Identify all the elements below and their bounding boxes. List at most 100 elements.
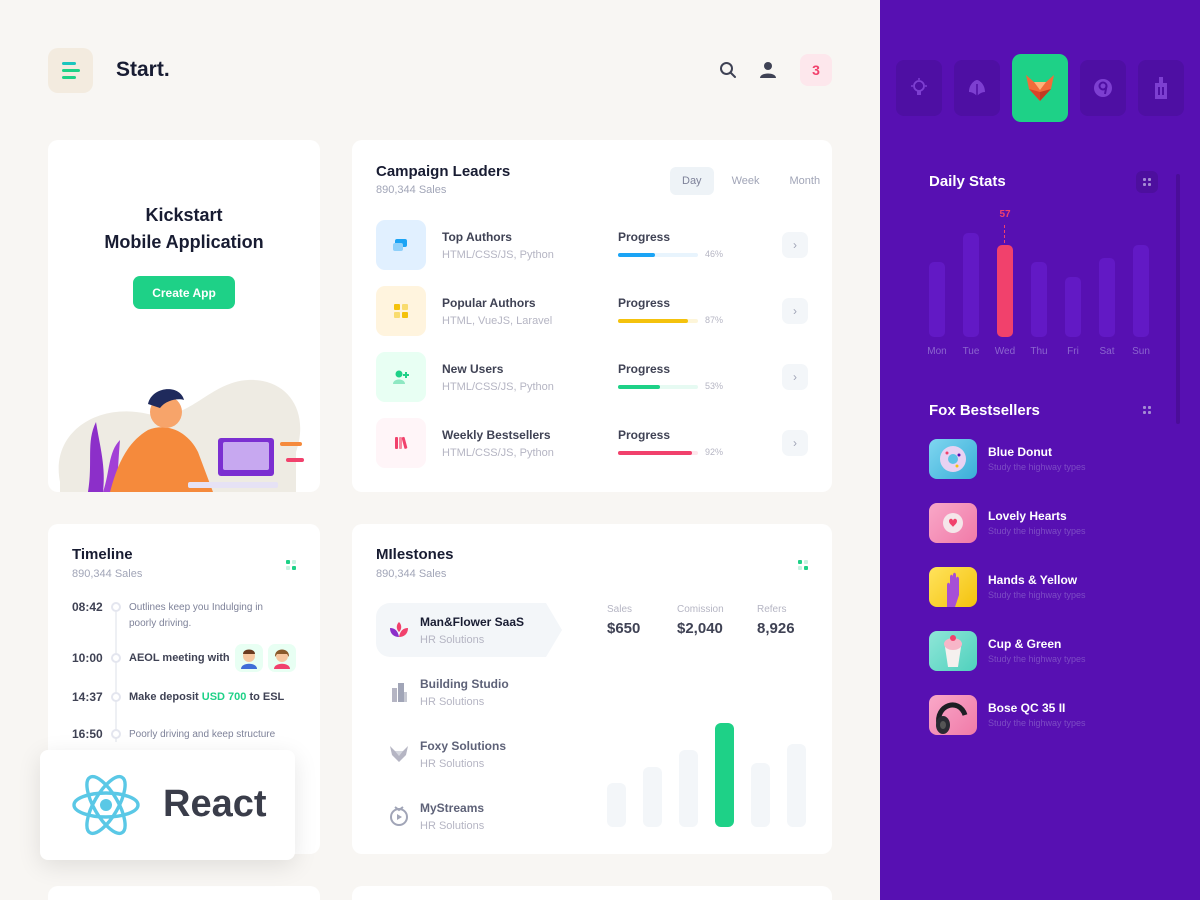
flower-icon xyxy=(388,619,410,641)
progress-bar xyxy=(618,253,698,257)
progress-percent: 92% xyxy=(705,447,724,457)
progress-label: Progress xyxy=(618,230,671,244)
building-icon xyxy=(1155,77,1167,99)
chevron-right-icon[interactable]: › xyxy=(782,298,808,324)
product-name: Bose QC 35 II xyxy=(988,701,1066,715)
more-options-icon[interactable] xyxy=(798,560,808,570)
row-name: Weekly Bestsellers xyxy=(442,428,551,442)
product-sub: Study the highway types xyxy=(988,462,1086,472)
tab-month[interactable]: Month xyxy=(789,175,821,187)
chevron-right-icon[interactable]: › xyxy=(782,232,808,258)
active-item-highlight xyxy=(376,603,562,657)
list-item[interactable]: Hands & Yellow Study the highway types xyxy=(929,567,1169,615)
milestone-name: Man&Flower SaaS xyxy=(420,615,525,629)
fox-icon xyxy=(388,743,410,765)
search-icon[interactable] xyxy=(715,57,741,83)
app-tile[interactable] xyxy=(896,60,942,116)
menu-toggle-button[interactable] xyxy=(48,48,93,93)
product-thumbnail xyxy=(929,631,977,671)
timeline-item: 16:50 Poorly driving and keep structure xyxy=(72,727,1182,767)
progress-percent: 53% xyxy=(705,381,724,391)
list-item[interactable]: Bose QC 35 II Study the highway types xyxy=(929,695,1169,743)
product-thumbnail xyxy=(929,695,977,735)
timeline-dot xyxy=(111,692,121,702)
milestone-name: Building Studio xyxy=(420,677,509,691)
chevron-right-icon[interactable]: › xyxy=(782,430,808,456)
more-options-icon[interactable] xyxy=(1136,171,1158,193)
app-tile[interactable] xyxy=(1080,60,1126,116)
daily-stats-bar[interactable] xyxy=(1099,258,1115,337)
list-item[interactable]: Popular Authors HTML, VueJS, Laravel Pro… xyxy=(376,286,808,336)
avatar[interactable] xyxy=(268,644,296,672)
milestone-sub: HR Solutions xyxy=(420,696,485,708)
timeline-time: 10:00 xyxy=(72,651,103,665)
app-tile[interactable] xyxy=(1138,60,1184,116)
bottom-card xyxy=(48,886,320,900)
stat-label: Sales xyxy=(607,604,633,615)
deposit-amount: USD 700 xyxy=(201,691,247,703)
more-options-icon[interactable] xyxy=(286,560,296,570)
stat-label: Comission xyxy=(677,604,724,615)
app-tile[interactable] xyxy=(954,60,1000,116)
list-item[interactable]: Lovely Hearts Study the highway types xyxy=(929,503,1169,551)
react-logo-icon xyxy=(72,774,140,836)
timeline-title: Timeline xyxy=(72,546,133,563)
stat-value: $2,040 xyxy=(677,620,723,637)
campaign-subtitle: 890,344 Sales xyxy=(376,184,447,196)
timeline-item: 08:42 Outlines keep you Indulging in poo… xyxy=(72,600,1182,640)
campaign-leaders-card: Campaign Leaders 890,344 Sales Day Week … xyxy=(352,140,832,492)
daily-stats-bar[interactable] xyxy=(1133,245,1149,337)
donut-image-icon xyxy=(940,446,966,472)
progress-label: Progress xyxy=(618,362,671,376)
milestone-item[interactable]: Foxy Solutions HR Solutions xyxy=(376,727,562,781)
milestone-sub: HR Solutions xyxy=(420,634,485,646)
daily-stats-bar[interactable] xyxy=(963,233,979,337)
tab-week[interactable]: Week xyxy=(731,175,760,187)
timeline-text: AEOL meeting with xyxy=(129,652,230,664)
cup-image-icon xyxy=(944,635,962,667)
kickstart-title: Kickstart Mobile Application xyxy=(104,205,264,252)
chevron-right-icon[interactable]: › xyxy=(782,364,808,390)
avatar[interactable] xyxy=(235,644,263,672)
add-user-icon xyxy=(376,352,426,402)
user-icon[interactable] xyxy=(755,57,781,83)
milestone-item[interactable]: Building Studio HR Solutions xyxy=(376,665,562,719)
list-item[interactable]: Blue Donut Study the highway types xyxy=(929,439,1169,487)
app-tile-active[interactable] xyxy=(1012,54,1068,122)
leaf-icon xyxy=(969,80,985,96)
more-options-icon[interactable] xyxy=(1136,399,1158,421)
milestone-bar xyxy=(787,744,806,827)
timeline-time: 08:42 xyxy=(72,600,103,614)
daily-stats-bar[interactable] xyxy=(1031,262,1047,337)
list-item[interactable]: Weekly Bestsellers HTML/CSS/JS, Python P… xyxy=(376,418,808,468)
daily-stats-bar[interactable] xyxy=(929,262,945,337)
list-item[interactable]: New Users HTML/CSS/JS, Python Progress 5… xyxy=(376,352,808,402)
milestone-item[interactable]: MyStreams HR Solutions xyxy=(376,789,562,843)
tab-day[interactable]: Day xyxy=(670,167,714,195)
row-name: New Users xyxy=(442,362,504,376)
notifications-button[interactable]: 3 xyxy=(800,54,832,86)
daily-stats-bar[interactable] xyxy=(1065,277,1081,337)
timeline-text: Outlines keep you Indulging in poorly dr… xyxy=(129,602,263,629)
stat-value: $650 xyxy=(607,620,641,637)
campaign-title: Campaign Leaders xyxy=(376,163,511,180)
milestone-bar xyxy=(607,783,626,827)
product-sub: Study the highway types xyxy=(988,718,1086,728)
daily-stats-bar[interactable] xyxy=(997,245,1013,337)
stat-label: Refers xyxy=(757,604,787,615)
timeline-subtitle: 890,344 Sales xyxy=(72,568,143,580)
timeline-line xyxy=(115,612,117,742)
bulb-icon xyxy=(911,78,927,95)
progress-label: Progress xyxy=(618,428,671,442)
fox-icon xyxy=(1026,75,1054,101)
milestone-item[interactable]: Man&Flower SaaS HR Solutions xyxy=(376,603,562,657)
create-app-button[interactable]: Create App xyxy=(133,276,235,309)
list-item[interactable]: Top Authors HTML/CSS/JS, Python Progress… xyxy=(376,220,808,270)
milestone-sub: HR Solutions xyxy=(420,758,485,770)
row-tech: HTML/CSS/JS, Python xyxy=(442,249,554,261)
timeline-dot xyxy=(111,602,121,612)
row-tech: HTML, VueJS, Laravel xyxy=(442,315,553,327)
timeline-dot xyxy=(111,729,121,739)
panel-scrollbar[interactable] xyxy=(1176,174,1180,424)
list-item[interactable]: Cup & Green Study the highway types xyxy=(929,631,1169,679)
